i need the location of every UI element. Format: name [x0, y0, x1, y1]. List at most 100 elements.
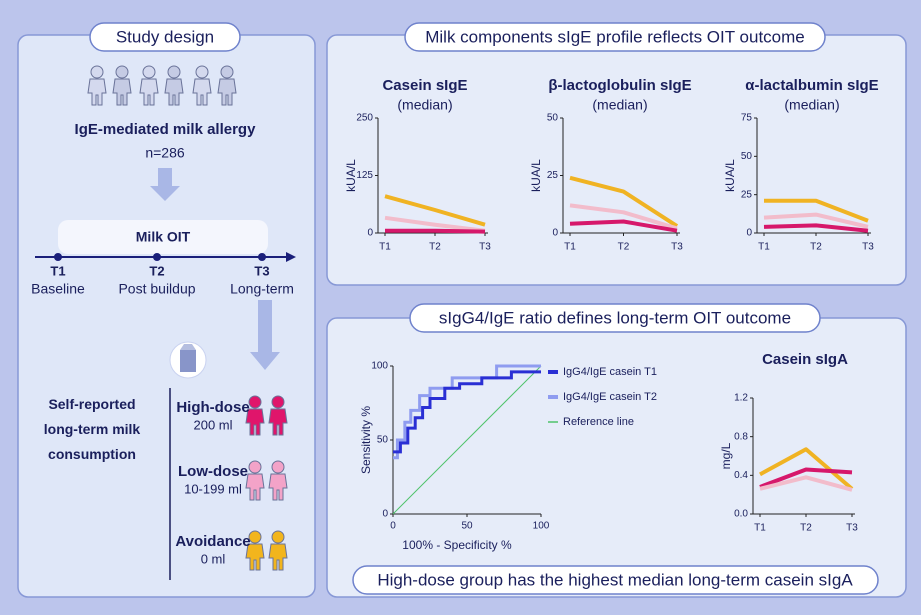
roc-curve: [393, 364, 541, 460]
series-line: [384, 215, 486, 233]
y-tick-label: 0.4: [734, 470, 748, 481]
y-tick-label: 50: [741, 151, 753, 162]
panel-title: sIgG4/IgE ratio defines long-term OIT ou…: [439, 308, 791, 327]
y-tick-label: 125: [356, 170, 373, 181]
x-tick-label: 100: [533, 521, 550, 532]
pill: [89, 22, 241, 52]
y-tick-label: 50: [547, 113, 559, 124]
roc-curve: [392, 365, 542, 515]
series-line: [759, 475, 853, 492]
child-icon: [139, 65, 159, 106]
x-tick-label: T3: [479, 242, 491, 253]
chart-title: Casein sIgE: [382, 77, 467, 94]
chart-subtitle: (median): [784, 97, 839, 113]
head: [115, 65, 129, 79]
x-tick-label: 0: [390, 521, 396, 532]
chart-title: α-lactalbumin sIgE: [745, 77, 878, 94]
head: [195, 65, 209, 79]
y-axis-label: mg/L: [719, 442, 733, 469]
group-name: Avoidance: [175, 533, 250, 550]
body: [268, 543, 288, 571]
chart-title: β-lactoglobulin sIgE: [548, 77, 691, 94]
body: [112, 78, 132, 106]
study-title: Study design: [116, 27, 214, 46]
group-name: Low-dose: [178, 463, 248, 480]
timeline-dot: [54, 253, 62, 261]
y-tick-label: 50: [377, 435, 389, 446]
series-line: [569, 203, 678, 231]
y-tick-label: 1.2: [734, 393, 748, 404]
group-dose: 0 ml: [201, 551, 226, 566]
body: [87, 78, 107, 106]
head: [90, 65, 104, 79]
y-axis-label: kUA/L: [344, 159, 358, 192]
x-tick-label: T2: [810, 242, 822, 253]
x-tick-label: T3: [862, 242, 874, 253]
child-icon: [268, 530, 288, 571]
x-tick-label: T2: [800, 523, 812, 534]
x-tick-label: T3: [846, 523, 858, 534]
timepoint-desc: Long-term: [230, 281, 294, 297]
child-icon: [245, 460, 265, 501]
body: [245, 473, 265, 501]
series-line: [764, 198, 869, 223]
panel-title: Milk components sIgE profile reflects OI…: [425, 27, 805, 46]
y-tick-label: 0.0: [734, 509, 748, 520]
head: [248, 530, 262, 544]
group-name: High-dose: [176, 399, 249, 416]
y-tick-label: 75: [741, 113, 753, 124]
timepoint-desc: Post buildup: [118, 281, 195, 297]
y-tick-label: 250: [356, 113, 373, 124]
timeline-dot: [258, 253, 266, 261]
milk-icon: [169, 341, 207, 379]
x-tick-label: T1: [754, 523, 766, 534]
child-icon: [164, 65, 184, 106]
y-tick-label: 0: [382, 509, 388, 520]
series-line: [569, 175, 679, 228]
arrow: [150, 168, 180, 201]
chart-subtitle: (median): [397, 97, 452, 113]
n: n=286: [145, 145, 185, 161]
x-tick-label: T1: [758, 242, 770, 253]
arrow: [250, 300, 280, 370]
y-tick-label: 0: [367, 228, 373, 239]
legend-label: IgG4/IgE casein T2: [563, 391, 657, 403]
series-line: [763, 212, 869, 229]
x-tick-label: 50: [461, 521, 473, 532]
body: [217, 78, 237, 106]
pill: [352, 565, 879, 595]
body: [268, 473, 288, 501]
consumption-label: Self-reported long-term milk consumption: [43, 396, 141, 462]
y-tick-label: 0.8: [734, 431, 748, 442]
oit-box: [58, 220, 268, 254]
group-dose: 200 ml: [193, 417, 232, 432]
head: [142, 65, 156, 79]
timepoint: T2: [149, 263, 164, 278]
head: [248, 395, 262, 409]
y-tick-label: 25: [547, 170, 559, 181]
body: [245, 408, 265, 436]
population: IgE-mediated milk allergy: [75, 121, 257, 138]
head: [248, 460, 262, 474]
body: [164, 78, 184, 106]
timeline-arrow: [286, 252, 296, 262]
body: [139, 78, 159, 106]
timepoint-desc: Baseline: [31, 281, 85, 297]
x-tick-label: T2: [618, 242, 630, 253]
head: [220, 65, 234, 79]
child-icon: [245, 530, 265, 571]
body: [192, 78, 212, 106]
group-dose: 10-199 ml: [184, 481, 242, 496]
head: [271, 395, 285, 409]
child-icon: [192, 65, 212, 106]
panel-title: High-dose group has the highest median l…: [377, 570, 853, 589]
y-axis-label: Sensitivity %: [359, 406, 373, 474]
y-tick-label: 100: [371, 361, 388, 372]
legend-label: IgG4/IgE casein T1: [563, 366, 657, 378]
chart-title: Casein sIgA: [762, 351, 848, 368]
child-icon: [217, 65, 237, 106]
child-icon: [268, 395, 288, 436]
child-icon: [268, 460, 288, 501]
head: [271, 460, 285, 474]
